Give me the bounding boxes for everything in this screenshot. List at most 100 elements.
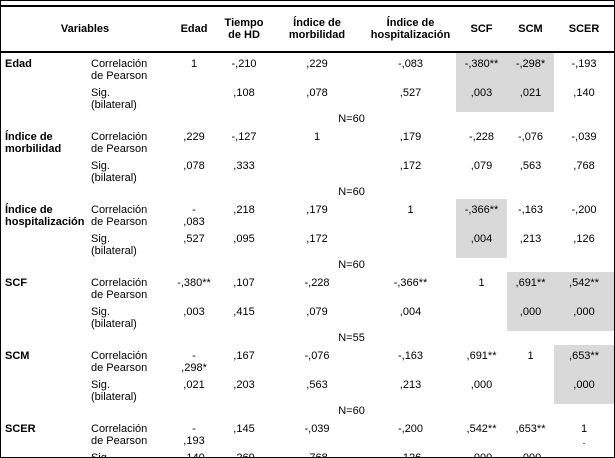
value-cell: ,000 xyxy=(507,305,555,331)
value-cell: ,269 xyxy=(233,452,255,458)
value-cell: ,653** xyxy=(515,423,546,435)
row-label-spacer xyxy=(1,86,89,112)
value-cell: ,000 xyxy=(470,379,493,391)
value-cell: ,172 xyxy=(399,160,422,172)
value-cell: - ,298* xyxy=(181,350,207,374)
stat-label-sig: Sig. (bilateral) xyxy=(91,87,137,111)
n-cell: N=55 xyxy=(338,332,365,344)
row-label-spacer xyxy=(1,232,89,258)
row-label: SCF xyxy=(5,277,27,289)
block-indice-morbilidad: Índice de morbilidad Correlación de Pear… xyxy=(1,126,614,199)
value-cell: ,653** xyxy=(554,345,614,378)
value-cell: ,108 xyxy=(233,87,255,99)
value-cell: -,163 xyxy=(517,204,544,216)
stat-label-sig: Sig. (bilateral) xyxy=(91,379,137,403)
value-cell xyxy=(456,305,507,331)
header-col-indice-hospitalizacion: Índice de hospitalización xyxy=(365,6,457,53)
value-cell: ,000 xyxy=(519,452,542,458)
row-label: Edad xyxy=(5,58,32,70)
sig-row: Sig. (bilateral) ,527 ,095 ,172 ,004 ,21… xyxy=(1,232,614,258)
sig-row: Sig. (bilateral) ,003 ,415 ,079 ,004 ,00… xyxy=(1,305,614,331)
value-cell: ,000 xyxy=(470,452,493,458)
header-variables: Variables xyxy=(1,6,170,53)
block-indice-hospitalizacion: Índice de hospitalización Correlación de… xyxy=(1,199,614,272)
stat-label-pearson: Correlación de Pearson xyxy=(91,131,148,155)
stat-label-pearson: Correlación de Pearson xyxy=(91,350,148,374)
value-cell: - ,083 xyxy=(183,204,205,228)
value-cell: ,333 xyxy=(233,160,255,172)
value-cell: ,691** xyxy=(466,350,497,362)
value-cell: ,229 xyxy=(183,131,205,143)
block-scm: SCM Correlación de Pearson - ,298* ,167 … xyxy=(1,345,614,418)
value-cell: ,768 xyxy=(573,160,595,172)
value-cell: ,126 xyxy=(573,233,595,245)
value-cell: 1 . xyxy=(580,423,588,447)
row-label-spacer xyxy=(1,451,89,457)
value-cell: ,078 xyxy=(306,87,328,99)
pearson-correlation-table: Variables Edad Tiempo de HD Índice de mo… xyxy=(1,5,614,458)
value-cell: ,213 xyxy=(519,233,542,245)
header-col-indice-morbilidad: Índice de morbilidad xyxy=(269,6,366,53)
n-row-spacer xyxy=(1,112,89,126)
value-cell: ,213 xyxy=(399,379,422,391)
value-cell xyxy=(269,159,365,185)
value-cell xyxy=(169,86,219,112)
value-cell: 1 xyxy=(478,277,485,289)
value-cell: -,380** xyxy=(177,277,211,289)
n-row-spacer xyxy=(1,185,89,199)
stat-label-sig: Sig. (bilateral) xyxy=(91,233,137,257)
row-label: SCM xyxy=(5,350,30,362)
value-cell: ,003 xyxy=(183,306,205,318)
pearson-row: SCM Correlación de Pearson - ,298* ,167 … xyxy=(1,345,614,378)
stat-label-pearson: Correlación de Pearson xyxy=(91,423,148,447)
value-cell: -,366** xyxy=(393,277,428,289)
n-row: N=60 xyxy=(1,185,614,199)
block-scer: SCER Correlación de Pearson - ,193 ,145 … xyxy=(1,418,614,458)
n-row: N=60 xyxy=(1,112,614,126)
n-cell: N=60 xyxy=(338,259,365,271)
value-cell: -,127 xyxy=(231,131,257,143)
value-cell: ,768 xyxy=(306,452,328,458)
value-cell: ,691** xyxy=(507,272,555,305)
value-cell: ,229 xyxy=(306,58,328,70)
value-cell: ,527 xyxy=(399,87,422,99)
value-cell: -,380** xyxy=(456,52,508,86)
row-label: Índice de morbilidad xyxy=(5,131,62,155)
value-cell: ,000 xyxy=(554,305,614,331)
value-cell: 1 xyxy=(190,58,198,70)
value-cell: ,527 xyxy=(183,233,205,245)
value-cell: ,107 xyxy=(233,277,255,289)
value-cell: -,076 xyxy=(517,131,544,143)
pearson-row: SCF Correlación de Pearson -,380** ,107 … xyxy=(1,272,614,305)
value-cell: ,078 xyxy=(183,160,205,172)
pearson-row: Edad Correlación de Pearson 1 -,210 ,229… xyxy=(1,52,614,86)
value-cell: -,193 xyxy=(571,58,597,70)
value-cell: ,203 xyxy=(233,379,255,391)
header-row: Variables Edad Tiempo de HD Índice de mo… xyxy=(1,6,614,53)
n-row-spacer xyxy=(1,404,89,418)
stat-label-sig: Sig. (bilateral) xyxy=(91,306,137,330)
row-label-spacer xyxy=(1,159,89,185)
header-col-edad: Edad xyxy=(169,6,220,53)
n-row: N=60 xyxy=(1,258,614,272)
stat-label-pearson: Correlación de Pearson xyxy=(91,58,148,82)
value-cell: ,179 xyxy=(399,131,422,143)
value-cell xyxy=(554,451,614,457)
sig-row: Sig. (bilateral) ,140 ,269 ,768 ,126 ,00… xyxy=(1,451,614,458)
value-cell: -,076 xyxy=(304,350,330,362)
value-cell: ,003 xyxy=(456,86,508,112)
value-cell: ,000 xyxy=(554,378,614,404)
value-cell: ,179 xyxy=(306,204,328,216)
n-cell: N=60 xyxy=(338,405,365,417)
value-cell: - ,193 xyxy=(183,423,205,447)
n-row: N=55 xyxy=(1,331,614,345)
value-cell: ,140 xyxy=(183,452,205,458)
pearson-row: Índice de morbilidad Correlación de Pear… xyxy=(1,126,614,159)
value-cell: 1 xyxy=(313,131,321,143)
value-cell: -,039 xyxy=(304,423,330,435)
block-scf: SCF Correlación de Pearson -,380** ,107 … xyxy=(1,272,614,345)
value-cell: -,083 xyxy=(397,58,424,70)
row-label-spacer xyxy=(1,305,89,331)
header-col-scm: SCM xyxy=(507,6,555,53)
value-cell: ,079 xyxy=(306,306,328,318)
